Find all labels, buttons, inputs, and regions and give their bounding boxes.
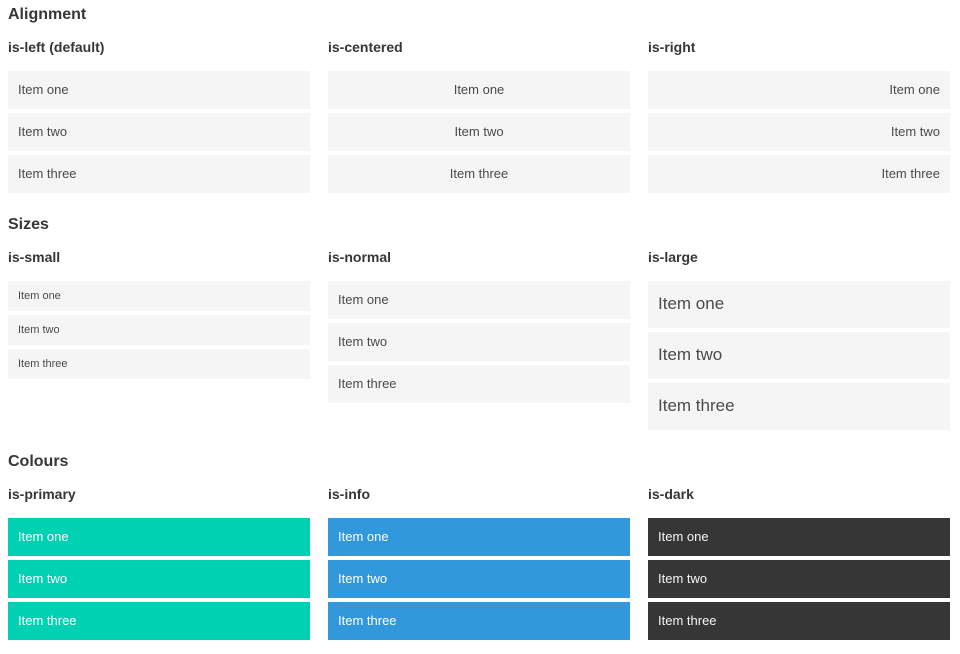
list: Item one Item two Item three (328, 517, 630, 640)
list-item[interactable]: Item one (328, 517, 630, 556)
list-item[interactable]: Item one (8, 280, 310, 311)
list-item[interactable]: Item three (8, 154, 310, 193)
list-item[interactable]: Item two (328, 559, 630, 598)
column-title: is-normal (328, 249, 392, 266)
column-title: is-centered (328, 39, 403, 56)
list-item[interactable]: Item three (328, 364, 630, 403)
column-title: is-small (8, 249, 61, 266)
section-alignment: Alignment is-left (default) Item one Ite… (8, 5, 950, 193)
list-item[interactable]: Item one (8, 70, 310, 109)
list-item[interactable]: Item two (328, 112, 630, 151)
list-item[interactable]: Item one (328, 280, 630, 319)
column-title: is-left (default) (8, 39, 105, 56)
column-is-large: is-large Item one Item two Item three (648, 249, 950, 430)
column-is-info: is-info Item one Item two Item three (328, 486, 630, 640)
sizes-columns: is-small Item one Item two Item three is… (8, 249, 950, 430)
section-title: Sizes (8, 215, 49, 233)
list-item[interactable]: Item two (8, 314, 310, 345)
column-title: is-right (648, 39, 696, 56)
colours-columns: is-primary Item one Item two Item three … (8, 486, 950, 640)
column-is-primary: is-primary Item one Item two Item three (8, 486, 310, 640)
column-is-left: is-left (default) Item one Item two Item… (8, 39, 310, 193)
list-item[interactable]: Item three (328, 154, 630, 193)
list: Item one Item two Item three (8, 517, 310, 640)
list-item[interactable]: Item three (648, 601, 950, 640)
list-item[interactable]: Item two (8, 559, 310, 598)
column-is-normal: is-normal Item one Item two Item three (328, 249, 630, 403)
list-item[interactable]: Item two (328, 322, 630, 361)
alignment-columns: is-left (default) Item one Item two Item… (8, 39, 950, 193)
column-title: is-dark (648, 486, 694, 503)
list-item[interactable]: Item two (648, 559, 950, 598)
list-item[interactable]: Item three (8, 348, 310, 379)
column-title: is-large (648, 249, 698, 266)
list: Item one Item two Item three (8, 280, 310, 379)
list: Item one Item two Item three (648, 517, 950, 640)
list-item[interactable]: Item one (8, 517, 310, 556)
column-is-dark: is-dark Item one Item two Item three (648, 486, 950, 640)
list-item[interactable]: Item three (648, 154, 950, 193)
section-sizes: Sizes is-small Item one Item two Item th… (8, 215, 950, 430)
list-item[interactable]: Item one (648, 517, 950, 556)
list: Item one Item two Item three (648, 280, 950, 430)
column-is-small: is-small Item one Item two Item three (8, 249, 310, 379)
list: Item one Item two Item three (648, 70, 950, 193)
list-item[interactable]: Item three (328, 601, 630, 640)
list: Item one Item two Item three (328, 280, 630, 403)
list-item[interactable]: Item three (648, 382, 950, 430)
column-title: is-primary (8, 486, 76, 503)
list-item[interactable]: Item two (8, 112, 310, 151)
list-item[interactable]: Item one (648, 280, 950, 328)
section-title: Colours (8, 452, 69, 470)
column-is-centered: is-centered Item one Item two Item three (328, 39, 630, 193)
section-colours: Colours is-primary Item one Item two Ite… (8, 452, 950, 640)
list: Item one Item two Item three (8, 70, 310, 193)
list-item[interactable]: Item two (648, 331, 950, 379)
list-item[interactable]: Item three (8, 601, 310, 640)
list-item[interactable]: Item two (648, 112, 950, 151)
list-item[interactable]: Item one (328, 70, 630, 109)
list-item[interactable]: Item one (648, 70, 950, 109)
list: Item one Item two Item three (328, 70, 630, 193)
column-title: is-info (328, 486, 370, 503)
column-is-right: is-right Item one Item two Item three (648, 39, 950, 193)
section-title: Alignment (8, 6, 87, 23)
